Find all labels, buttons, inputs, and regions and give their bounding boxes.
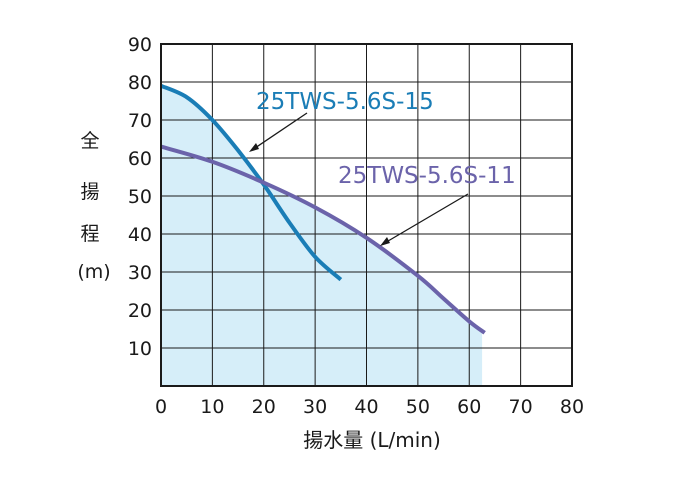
series-label-25TWS-5.6S-15: 25TWS-5.6S-15 — [256, 89, 434, 115]
arrow-25TWS-5.6S-15 — [251, 112, 308, 151]
series-label-25TWS-5.6S-11: 25TWS-5.6S-11 — [338, 163, 516, 189]
y-tick-label: 20 — [128, 300, 152, 322]
x-tick-label: 60 — [457, 396, 481, 418]
y-axis-label-4: (m) — [77, 261, 110, 283]
y-tick-labels: 10 20 30 40 50 60 70 80 90 — [128, 34, 152, 360]
x-tick-labels: 0 10 20 30 40 50 60 70 80 — [155, 396, 584, 418]
annotation-arrows — [249, 112, 469, 246]
y-tick-label: 80 — [128, 72, 152, 94]
y-tick-label: 70 — [128, 110, 152, 132]
x-tick-label: 50 — [406, 396, 430, 418]
y-tick-label: 40 — [128, 224, 152, 246]
series-line-25TWS-5.6S-11 — [160, 144, 486, 335]
arrow-25TWS-5.6S-11 — [382, 193, 469, 245]
x-tick-label: 30 — [303, 396, 327, 418]
y-axis-label-2: 揚 — [80, 181, 99, 203]
arrowhead-25TWS-5.6S-11 — [380, 237, 390, 246]
grid — [161, 44, 572, 386]
y-tick-label: 60 — [128, 148, 152, 170]
y-tick-label: 10 — [128, 338, 152, 360]
plot-frame — [160, 43, 573, 387]
x-axis-label: 揚水量 (L/min) — [303, 428, 441, 452]
x-tick-label: 20 — [252, 396, 276, 418]
x-tick-label: 10 — [200, 396, 224, 418]
y-tick-label: 30 — [128, 262, 152, 284]
x-tick-label: 40 — [354, 396, 378, 418]
x-tick-label: 0 — [155, 396, 167, 418]
series-lines — [160, 83, 486, 335]
y-axis-label-1: 全 — [80, 130, 99, 152]
y-axis-label-3: 程 — [80, 223, 99, 245]
arrowhead-25TWS-5.6S-15 — [249, 143, 259, 152]
series-line-25TWS-5.6S-15 — [160, 83, 343, 282]
y-tick-label: 90 — [128, 34, 152, 56]
operating-range-shade — [161, 85, 483, 387]
x-tick-label: 70 — [509, 396, 533, 418]
y-tick-label: 50 — [128, 186, 152, 208]
x-tick-label: 80 — [560, 396, 584, 418]
shaded-area — [161, 85, 483, 387]
